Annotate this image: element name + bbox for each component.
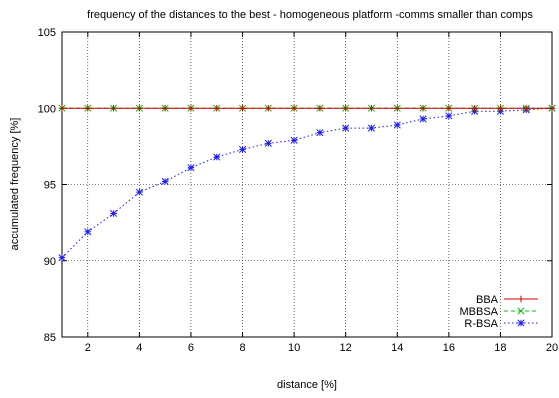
- data-point: [394, 105, 401, 112]
- data-point: [393, 121, 401, 129]
- x-tick-label: 12: [340, 342, 352, 354]
- data-point: [471, 105, 478, 112]
- data-point: [238, 145, 247, 153]
- data-point: [239, 105, 246, 112]
- x-tick-label: 2: [85, 342, 91, 354]
- data-point: [445, 105, 453, 112]
- series-r-bsa: [58, 104, 556, 262]
- legend-marker: [517, 307, 525, 315]
- data-point: [419, 105, 427, 112]
- y-tick-label: 95: [44, 180, 56, 192]
- data-point: [368, 105, 375, 112]
- x-tick-label: 20: [546, 342, 558, 354]
- data-point: [213, 153, 221, 161]
- x-tick-label: 8: [239, 342, 245, 354]
- legend-label: R-BSA: [464, 318, 498, 330]
- x-tick-label: 16: [443, 342, 455, 354]
- data-point: [135, 188, 143, 196]
- data-point: [548, 105, 556, 112]
- legend-marker: [517, 295, 525, 303]
- data-point: [264, 139, 272, 147]
- x-tick-label: 14: [391, 342, 403, 354]
- y-tick-label: 85: [44, 332, 56, 344]
- data-point: [316, 129, 324, 137]
- data-point: [84, 228, 92, 236]
- data-point: [187, 164, 195, 172]
- x-tick-label: 18: [494, 342, 506, 354]
- data-point: [110, 105, 117, 112]
- data-point: [161, 177, 169, 186]
- data-point: [161, 105, 169, 112]
- legend-label: MBBSA: [459, 306, 498, 318]
- legend-marker: [517, 319, 525, 327]
- data-point: [84, 105, 91, 112]
- data-point: [58, 105, 66, 112]
- x-tick-label: 4: [136, 342, 142, 354]
- data-point: [445, 112, 453, 120]
- data-point: [290, 105, 298, 112]
- x-axis-label: distance [%]: [277, 379, 337, 391]
- y-tick-label: 90: [44, 256, 56, 268]
- data-point: [367, 124, 376, 132]
- data-point: [136, 105, 143, 112]
- series-bba: [58, 105, 556, 112]
- data-point: [419, 115, 427, 123]
- data-point: [342, 124, 350, 132]
- series-group: [58, 104, 556, 262]
- data-point: [497, 105, 504, 112]
- y-tick-label: 100: [38, 103, 56, 115]
- data-point: [290, 136, 298, 144]
- data-point: [265, 105, 272, 112]
- data-point: [213, 105, 220, 112]
- x-tick-label: 6: [188, 342, 194, 354]
- axis-ticks: 2 4 6 8 10 12 14 16 18 20 85 90 95 100 105: [38, 27, 558, 354]
- series-line: [61, 107, 553, 259]
- data-point: [342, 105, 349, 112]
- legend-label: BBA: [476, 294, 499, 306]
- y-axis-label: accumulated frequency [%]: [9, 118, 21, 251]
- data-point: [187, 105, 195, 112]
- data-point: [110, 209, 118, 218]
- y-tick-label: 105: [38, 27, 56, 39]
- chart-title: frequency of the distances to the best -…: [87, 9, 533, 21]
- data-point: [316, 105, 324, 112]
- data-point: [58, 254, 66, 262]
- plot-frame: [61, 31, 553, 338]
- grid-lines: [62, 32, 552, 337]
- x-tick-label: 10: [288, 342, 300, 354]
- data-point: [523, 105, 530, 112]
